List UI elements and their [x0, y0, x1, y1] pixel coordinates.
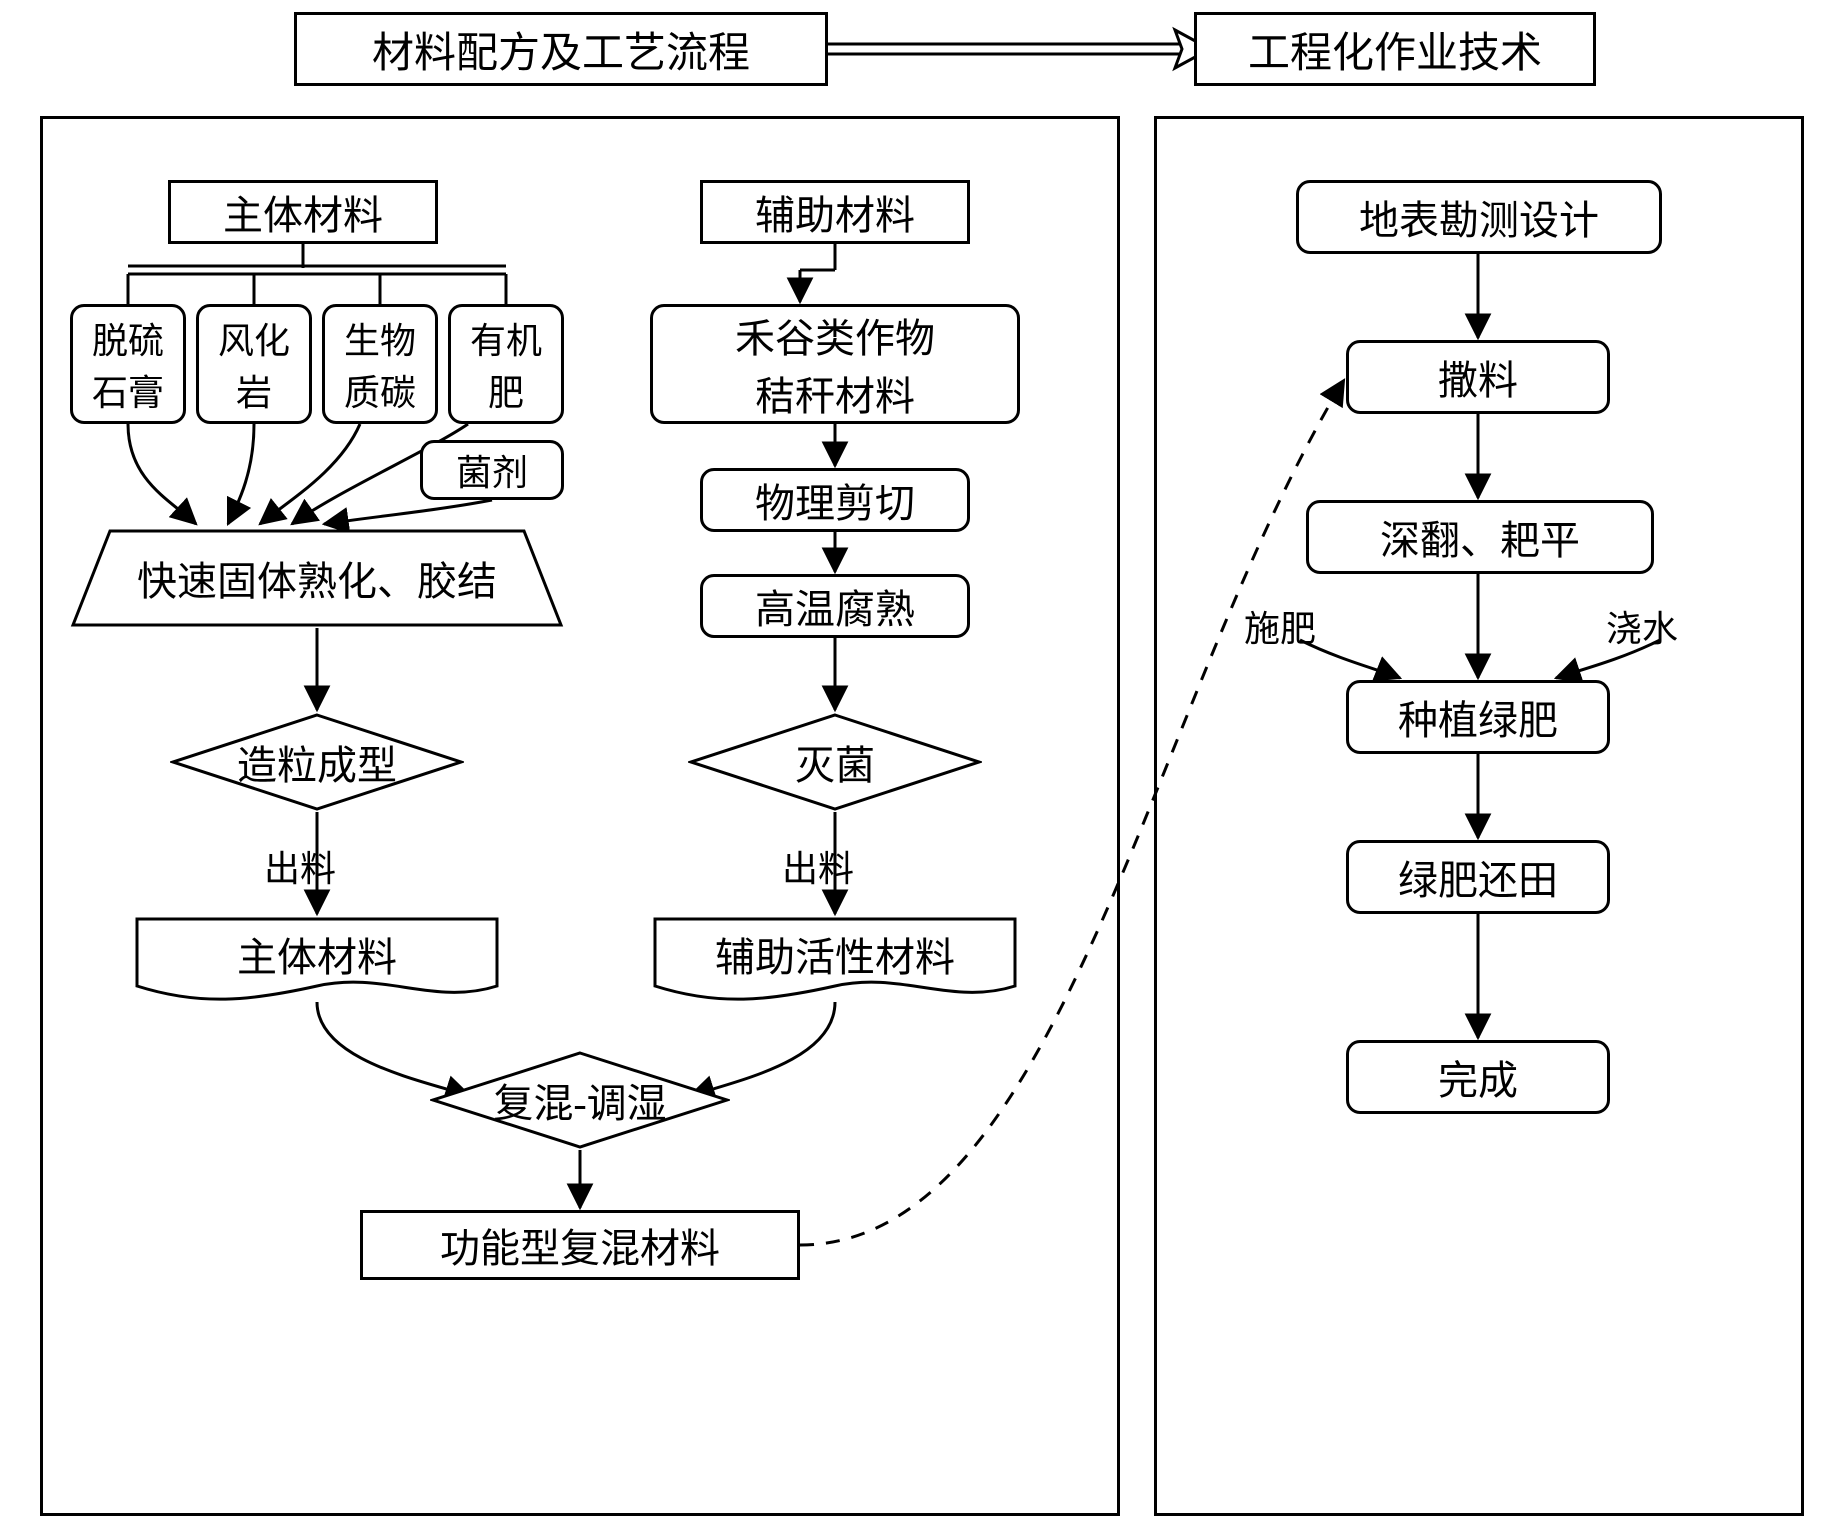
right-step-4: 绿肥还田: [1346, 840, 1610, 914]
header-arrow: [828, 30, 1210, 68]
ingredient-3: 有机肥: [448, 304, 564, 424]
header-left-text: 材料配方及工艺流程: [372, 19, 750, 80]
ingredient-2: 生物质碳: [322, 304, 438, 424]
discharge-right-label: 出料: [782, 840, 854, 892]
cereal: 禾谷类作物秸秆材料: [650, 304, 1020, 424]
right-step-2: 深翻、耙平: [1306, 500, 1654, 574]
right-step-5: 完成: [1346, 1040, 1610, 1114]
sterilize: 灭菌: [688, 712, 982, 812]
water-label: 浇水: [1606, 600, 1678, 652]
header-right: 工程化作业技术: [1194, 12, 1596, 86]
aux-active-out: 辅助活性材料: [652, 916, 1018, 1002]
right-step-3: 种植绿肥: [1346, 680, 1610, 754]
header-right-text: 工程化作业技术: [1248, 19, 1542, 80]
cut: 物理剪切: [700, 468, 970, 532]
header-left: 材料配方及工艺流程: [294, 12, 828, 86]
panel-right: [1154, 116, 1804, 1516]
right-step-0: 地表勘测设计: [1296, 180, 1662, 254]
functional: 功能型复混材料: [360, 1210, 800, 1280]
curing: 快速固体熟化、胶结: [70, 528, 564, 628]
bacteria: 菌剂: [420, 440, 564, 500]
aux-material-header: 辅助材料: [700, 180, 970, 244]
fertilize-label: 施肥: [1244, 600, 1316, 652]
discharge-left-label: 出料: [264, 840, 336, 892]
main-material-out: 主体材料: [134, 916, 500, 1002]
main-material-header: 主体材料: [168, 180, 438, 244]
ingredient-0: 脱硫石膏: [70, 304, 186, 424]
right-step-1: 撒料: [1346, 340, 1610, 414]
ingredient-1: 风化岩: [196, 304, 312, 424]
compost: 高温腐熟: [700, 574, 970, 638]
remix: 复混-调湿: [430, 1050, 730, 1150]
granulate: 造粒成型: [170, 712, 464, 812]
